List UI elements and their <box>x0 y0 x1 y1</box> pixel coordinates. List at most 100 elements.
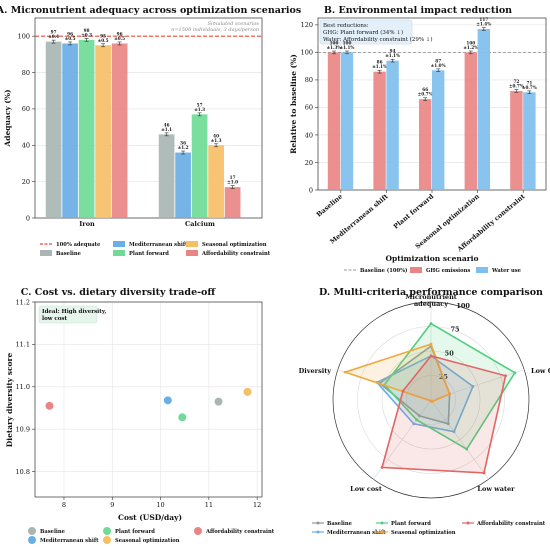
radial-tick-label: 100 <box>456 302 470 310</box>
legend-swatch <box>194 527 202 535</box>
radar-axis-label: Low GHG <box>531 367 550 375</box>
scatter-point <box>177 412 187 422</box>
radar-point <box>412 422 416 426</box>
radar-axis-label: Low water <box>477 485 515 493</box>
radar-point <box>471 384 475 388</box>
data-label: ±1.1 <box>161 127 172 132</box>
data-label: ±0.4 <box>48 34 59 39</box>
legend-swatch <box>476 267 488 273</box>
legend-label: Plant forward <box>115 529 155 535</box>
legend-label: Baseline <box>40 529 66 535</box>
data-label: 40 <box>213 133 219 138</box>
radial-tick-label: 75 <box>451 326 461 334</box>
y-tick-label: 11.0 <box>16 383 30 391</box>
radar-point <box>429 354 433 358</box>
legend-label: Mediterranean shift <box>40 538 99 544</box>
legend-label: Affordability constraint <box>476 521 546 527</box>
radar-point <box>401 389 405 393</box>
infobox-text: low cost <box>42 316 68 322</box>
radar-series-area <box>375 354 474 433</box>
y-tick-label: 40 <box>305 131 313 139</box>
radar-point <box>415 418 418 422</box>
data-label: 72 <box>513 79 519 84</box>
bar <box>432 70 445 190</box>
panel-a-title: A. Micronutrient adequacy across optimiz… <box>0 5 301 16</box>
data-label: ±1.3 <box>211 138 222 143</box>
data-label: 36 <box>180 141 186 146</box>
radar-point <box>452 430 456 434</box>
y-tick-label: 40 <box>22 142 30 150</box>
scatter-point <box>163 395 173 405</box>
legend-swatch <box>410 267 422 273</box>
legend-label: Baseline (100%) <box>360 267 407 274</box>
bar <box>386 60 399 190</box>
infobox-text: Best reductions: <box>323 23 369 29</box>
infobox-text: GHG: Plant forward (34% ↓) <box>323 29 403 36</box>
legend-label: Plant forward <box>391 521 431 527</box>
x-axis-label: Optimization scenario <box>385 254 478 263</box>
radar-point <box>429 342 433 346</box>
legend-marker <box>380 530 384 534</box>
data-label: ±0.5 <box>65 36 76 41</box>
y-tick-label: 80 <box>22 69 30 77</box>
data-label: 71 <box>526 80 532 85</box>
radar-point <box>513 371 517 375</box>
y-tick-label: 120 <box>301 21 313 29</box>
radar-axis-label: Diversity <box>299 367 332 375</box>
y-tick-label: 60 <box>22 105 30 113</box>
infobox <box>319 19 413 45</box>
panel-b: B. Environmental impact reduction 0 20 40 60… <box>289 5 547 274</box>
data-label: ±1.2% <box>463 45 478 50</box>
bar <box>224 187 241 218</box>
bar <box>95 45 111 218</box>
legend-swatch <box>186 241 198 247</box>
data-label: ±1.2 <box>178 145 189 150</box>
annotation-text: Simulated scenarios <box>208 21 260 27</box>
radial-tick-label: 50 <box>445 349 455 357</box>
x-tick-label: Baseline <box>315 192 344 218</box>
radar-axis-label: Low cost <box>350 485 382 493</box>
data-label: ±1.4% <box>476 22 491 27</box>
legend-swatch <box>113 250 125 256</box>
legend-swatch <box>113 241 125 247</box>
legend-label: Plant forward <box>129 251 169 257</box>
bar <box>340 52 354 191</box>
data-label: 96 <box>117 31 123 36</box>
data-label: ±1.3% <box>327 45 342 50</box>
y-tick-label: 100 <box>18 32 30 40</box>
y-axis-label: Adequacy (%) <box>3 89 12 147</box>
infobox-text: Water: Affordability constraint (29% ↓) <box>323 36 433 43</box>
data-label: ±1.1% <box>372 64 387 69</box>
data-label: ±1.3 <box>194 107 205 112</box>
data-label: 97 <box>51 30 57 35</box>
radar-point <box>448 392 452 396</box>
data-label: 117 <box>479 17 488 22</box>
radar-point <box>465 447 469 451</box>
radar-point <box>380 465 384 469</box>
data-label: ±0.7% <box>509 83 524 88</box>
legend-swatch <box>103 536 111 544</box>
legend-label: GHG emissions <box>426 268 470 274</box>
legend-label: Seasonal optimization <box>391 530 456 536</box>
legend-label: Water use <box>491 268 522 274</box>
y-tick-label: 100 <box>301 49 313 57</box>
bar <box>464 52 477 191</box>
legend-label: Baseline <box>56 251 82 257</box>
legend-label: 100% adequate <box>56 242 101 248</box>
data-label: 86 <box>377 60 383 65</box>
panel-c-title: C. Cost vs. dietary diversity trade-off <box>21 287 217 298</box>
x-tick-label: Plant forward <box>392 192 436 230</box>
data-label: 94 <box>390 49 396 54</box>
panel-d-title: D. Multi-criteria performance comparison <box>319 287 543 298</box>
radar-point <box>429 322 433 325</box>
legend-marker <box>380 521 384 525</box>
bar <box>477 29 490 191</box>
bar <box>158 134 175 218</box>
legend-swatch <box>28 536 36 544</box>
legend-label: Mediterranean shift <box>129 242 188 248</box>
data-label: ±0.5 <box>98 38 109 43</box>
data-label: ±0.3 <box>81 32 92 37</box>
panel-b-title: B. Environmental impact reduction <box>324 5 512 16</box>
y-tick-label: 0 <box>26 214 30 222</box>
data-label: ±0.5 <box>114 36 125 41</box>
